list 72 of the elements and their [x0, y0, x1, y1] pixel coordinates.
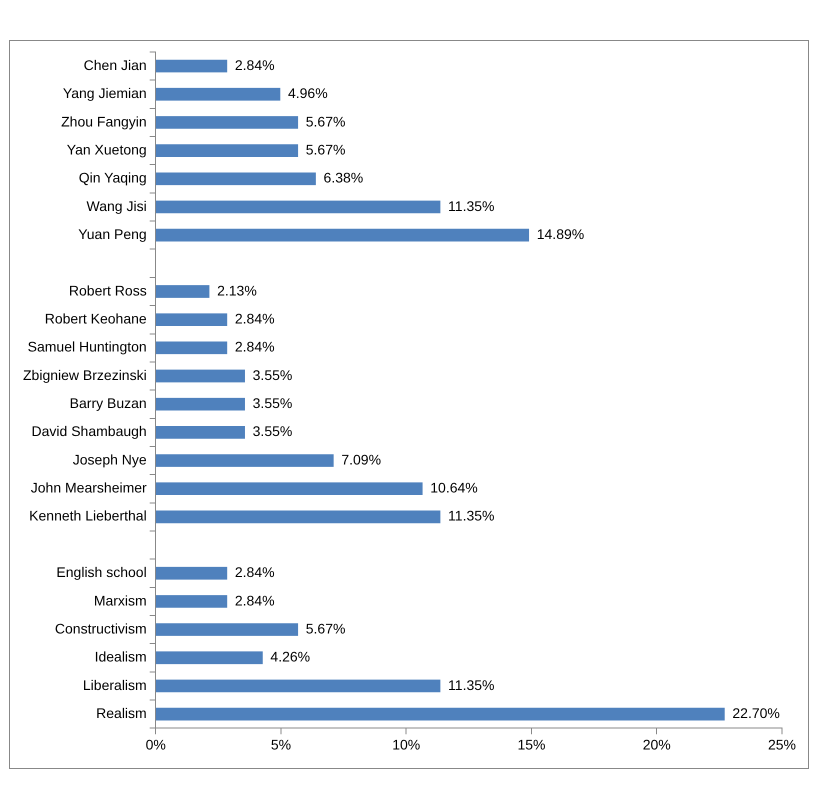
y-tick-label: Zbigniew Brzezinski — [22, 366, 147, 383]
y-tick-label: Robert Keohane — [44, 310, 147, 327]
y-tick-label: Liberalism — [82, 676, 147, 693]
data-label: 2.84% — [234, 56, 275, 73]
data-label: 2.13% — [217, 282, 257, 298]
data-label: 10.64% — [430, 480, 478, 496]
data-label: 5.67% — [306, 113, 346, 130]
data-label: 5.67% — [306, 141, 346, 158]
bar — [156, 116, 298, 129]
bar — [156, 651, 263, 664]
y-tick-label: Wang Jisi — [86, 198, 147, 214]
data-label: 2.84% — [234, 338, 275, 355]
data-label: 22.70% — [732, 704, 780, 721]
y-tick-label: Yan Xuetong — [66, 141, 147, 158]
data-label: 11.35% — [448, 198, 494, 214]
x-tick-label: 10% — [392, 736, 420, 752]
bar — [156, 708, 725, 720]
data-label: 11.35% — [448, 508, 494, 524]
y-tick-label: Yang Jiemian — [62, 85, 147, 102]
bar — [156, 60, 228, 72]
bar — [156, 595, 228, 608]
y-tick-label: Chen Jian — [84, 56, 147, 73]
x-tick-label: 25% — [768, 736, 796, 752]
bar — [156, 623, 298, 636]
data-label: 5.67% — [306, 620, 346, 636]
x-tick-label: 0% — [146, 736, 166, 752]
bar — [156, 454, 334, 467]
data-label: 11.35% — [448, 676, 494, 693]
bar — [156, 680, 440, 692]
data-label: 14.89% — [536, 226, 584, 242]
data-label: 6.38% — [324, 170, 364, 186]
y-tick-label: Robert Ross — [68, 282, 147, 298]
bar — [156, 342, 228, 354]
bar — [156, 370, 245, 382]
bar — [156, 285, 210, 298]
data-label: 3.55% — [252, 395, 292, 412]
y-tick-label: Idealism — [94, 648, 147, 665]
data-label: 4.96% — [288, 85, 328, 102]
data-label: 2.84% — [234, 564, 275, 580]
bar — [156, 200, 440, 214]
bar — [156, 566, 228, 580]
data-label: 7.09% — [341, 451, 382, 468]
bar — [156, 398, 245, 411]
y-tick-label: John Mearsheimer — [30, 480, 148, 496]
bar — [156, 426, 245, 439]
data-label: 3.55% — [252, 366, 292, 383]
y-tick-label: Realism — [96, 704, 147, 721]
y-tick-label: Joseph Nye — [72, 451, 147, 468]
y-tick-label: Qin Yaqing — [78, 170, 147, 186]
y-tick-label: Marxism — [94, 592, 147, 608]
y-tick-label: Kenneth Lieberthal — [29, 508, 147, 524]
bar — [156, 510, 440, 524]
y-tick-label: Samuel Huntington — [28, 338, 147, 355]
y-tick-label: Zhou Fangyin — [61, 113, 147, 130]
y-tick-label: Yuan Peng — [78, 226, 147, 242]
x-tick-label: 15% — [517, 736, 546, 752]
bar — [156, 313, 228, 326]
y-tick-label: Constructivism — [54, 620, 147, 636]
y-tick-label: David Shambaugh — [32, 423, 147, 440]
data-label: 2.84% — [234, 592, 275, 608]
data-label: 3.55% — [252, 423, 292, 440]
bar — [156, 482, 423, 496]
x-tick-label: 5% — [270, 736, 292, 752]
bar — [156, 88, 280, 101]
bar — [156, 172, 316, 186]
bar — [156, 144, 298, 157]
y-tick-label: Barry Buzan — [70, 395, 147, 412]
x-tick-label: 20% — [642, 736, 671, 752]
data-label: 2.84% — [234, 310, 275, 327]
bar — [156, 228, 530, 242]
y-tick-label: English school — [56, 564, 147, 580]
data-label: 4.26% — [270, 648, 310, 665]
